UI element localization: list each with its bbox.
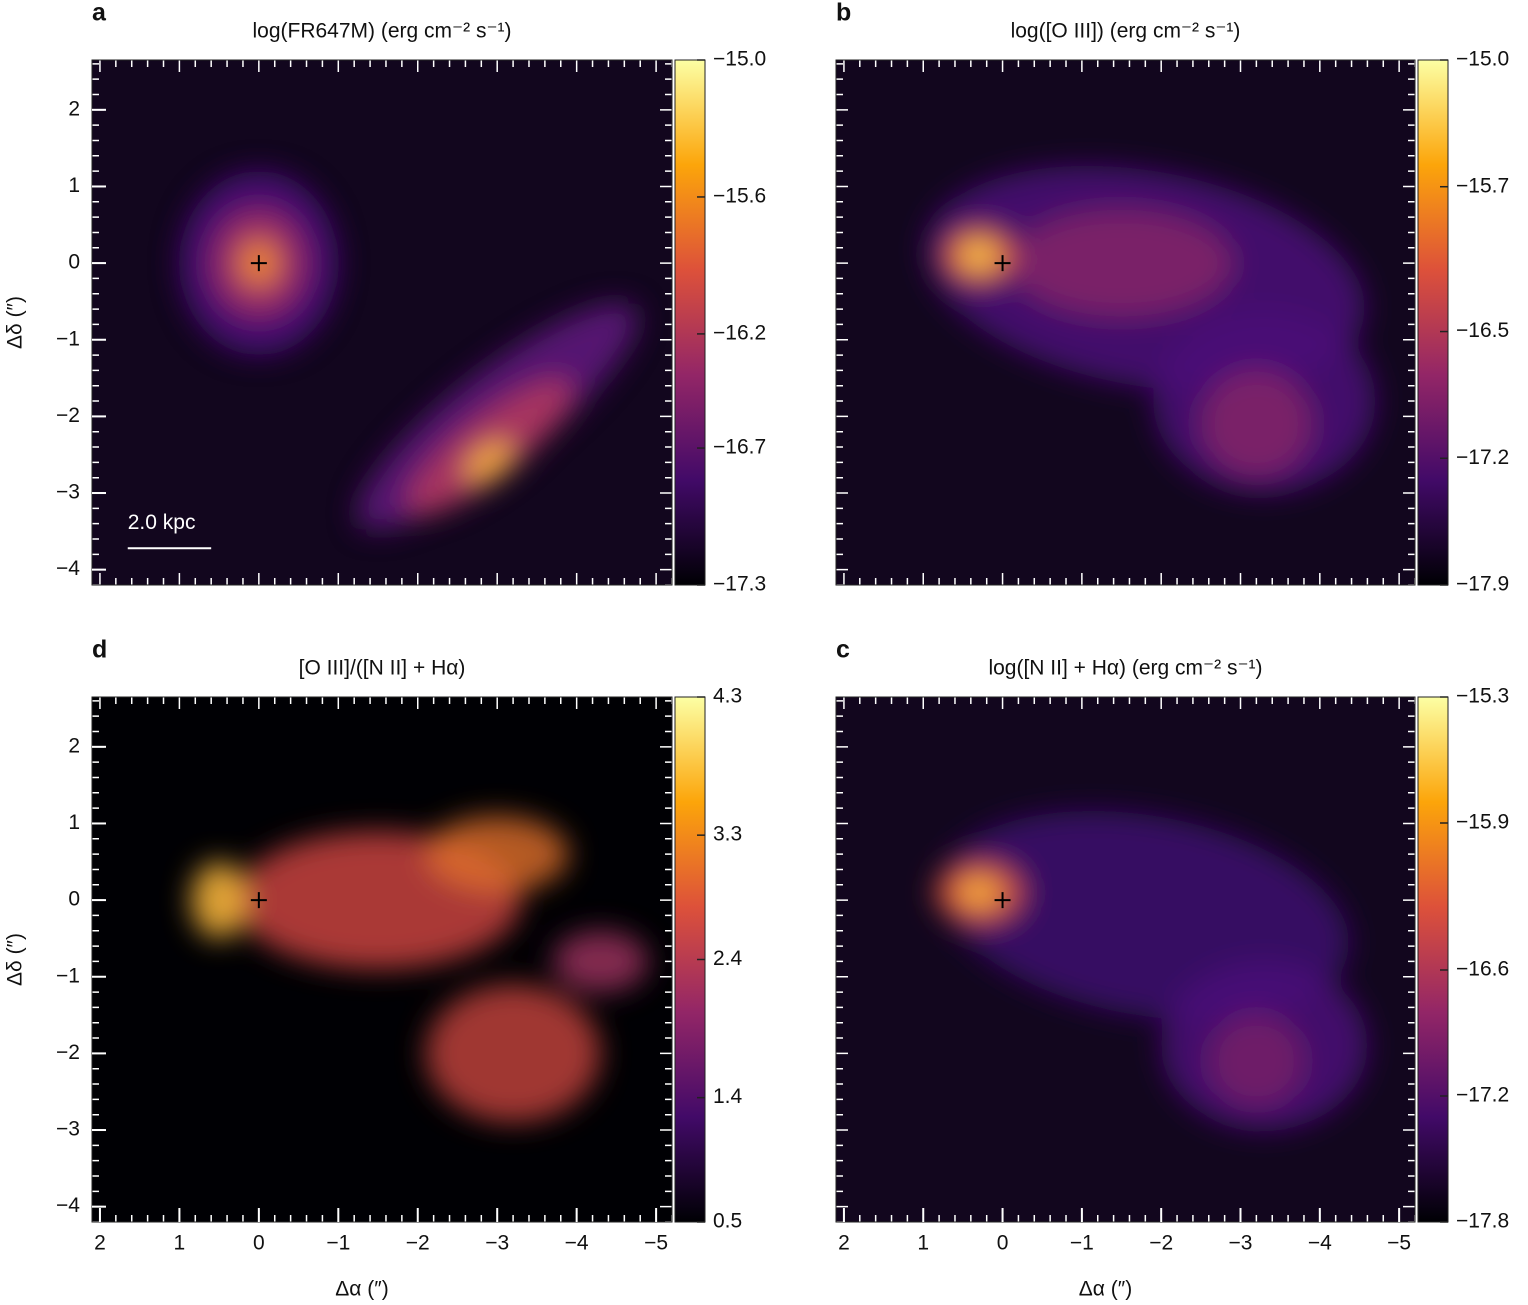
x-tick-label: −4 xyxy=(565,1232,589,1255)
y-tick-label: −3 xyxy=(56,481,80,504)
panel: a log(FR647M) (erg cm⁻² s⁻¹) 2 1 0 −1 −2 −3 −4 Δδ… xyxy=(4,0,767,596)
emission xyxy=(958,878,999,907)
y-axis-label: Δδ (″) xyxy=(4,933,27,986)
emission xyxy=(1010,209,1233,317)
panel-label: a xyxy=(92,0,107,27)
y-tick-label: 1 xyxy=(68,174,80,197)
colorbar-tick-label: 3.3 xyxy=(713,823,742,846)
panel-title: log([O III]) (erg cm⁻² s⁻¹) xyxy=(1011,20,1241,43)
colorbar-tick-label: −15.7 xyxy=(1456,174,1509,197)
x-tick-label: −2 xyxy=(1149,1232,1173,1255)
y-tick-label: 0 xyxy=(68,888,80,911)
colorbar-tick-label: 1.4 xyxy=(713,1085,743,1108)
panel-title: [O III]/([N II] + Hα) xyxy=(299,657,466,680)
y-tick-label: 2 xyxy=(68,97,80,120)
colorbar-tick-label: −16.5 xyxy=(1456,319,1509,342)
image-content xyxy=(191,815,649,1123)
center-cross xyxy=(250,255,267,272)
emission xyxy=(425,815,569,893)
colorbar-tick-label: 0.5 xyxy=(713,1210,742,1233)
colorbar-tick-label: −15.3 xyxy=(1456,685,1509,708)
colorbar-tick-label: −15.0 xyxy=(713,48,766,71)
center-cross xyxy=(994,255,1011,272)
x-tick-label: 2 xyxy=(94,1232,106,1255)
image-content xyxy=(925,165,1376,494)
x-tick-label: −4 xyxy=(1308,1232,1332,1255)
colorbar xyxy=(1417,59,1449,586)
colorbar xyxy=(674,59,706,586)
y-tick-label: −4 xyxy=(56,557,80,580)
emission xyxy=(1200,370,1312,478)
colorbar-tick-label: −17.3 xyxy=(713,573,766,596)
x-axis-label: Δα (″) xyxy=(335,1278,388,1301)
x-tick-label: −1 xyxy=(326,1232,350,1255)
panel-title: log(FR647M) (erg cm⁻² s⁻¹) xyxy=(252,20,511,43)
colorbar-tick-label: −15.9 xyxy=(1456,811,1509,834)
x-tick-label: 0 xyxy=(997,1232,1009,1255)
y-tick-label: −4 xyxy=(56,1194,80,1217)
frame xyxy=(835,696,1416,1223)
panel-label: c xyxy=(836,636,850,664)
y-tick-label: 2 xyxy=(68,734,80,757)
colorbar-tick-label: −17.9 xyxy=(1456,573,1509,596)
emission xyxy=(552,930,649,993)
colorbar-tick-label: −17.2 xyxy=(1456,446,1509,469)
x-tick-label: 2 xyxy=(838,1232,850,1255)
colorbar-tick-label: 4.3 xyxy=(713,685,742,708)
x-tick-label: 1 xyxy=(917,1232,929,1255)
colorbar xyxy=(1417,696,1449,1223)
y-tick-label: −3 xyxy=(56,1118,80,1141)
scale-bar-label: 2.0 kpc xyxy=(128,511,196,534)
y-axis-label: Δδ (″) xyxy=(4,296,27,349)
x-tick-label: 1 xyxy=(174,1232,186,1255)
x-tick-label: −2 xyxy=(406,1232,430,1255)
colorbar-tick-label: 2.4 xyxy=(713,947,743,970)
y-tick-label: 0 xyxy=(68,251,80,274)
panel: d [O III]/([N II] + Hα) 2 1 0 −1 −2 −3 −4 −5 2 1 0 −1… xyxy=(4,636,743,1301)
colorbar-tick-label: −16.2 xyxy=(713,321,766,344)
colorbar-tick-label: −17.2 xyxy=(1456,1084,1509,1107)
panel-label: d xyxy=(92,636,107,664)
x-tick-label: −5 xyxy=(1387,1232,1411,1255)
emission xyxy=(465,441,514,484)
panel: c log([N II] + Hα) (erg cm⁻² s⁻¹) 2 1 0 −1 −2 −… xyxy=(835,636,1509,1301)
emission xyxy=(191,861,247,939)
image-content xyxy=(935,810,1368,1131)
x-axis-label: Δα (″) xyxy=(1079,1278,1132,1301)
colorbar-tick-label: −15.0 xyxy=(1456,48,1509,71)
emission xyxy=(425,984,601,1123)
colorbar-tick-label: −17.8 xyxy=(1456,1210,1509,1233)
frame xyxy=(91,59,673,586)
emission xyxy=(962,241,995,270)
y-tick-label: −2 xyxy=(56,1041,80,1064)
x-tick-label: 0 xyxy=(253,1232,265,1255)
center-cross xyxy=(994,892,1011,909)
x-tick-label: −5 xyxy=(644,1232,668,1255)
frame xyxy=(835,59,1416,586)
panel-title: log([N II] + Hα) (erg cm⁻² s⁻¹) xyxy=(988,657,1262,680)
panel: b log([O III]) (erg cm⁻² s⁻¹) −15.0 −15.7 −1… xyxy=(835,0,1509,596)
x-tick-label: −3 xyxy=(485,1232,509,1255)
x-tick-label: −1 xyxy=(1070,1232,1094,1255)
y-tick-label: −1 xyxy=(56,964,80,987)
center-cross xyxy=(250,892,267,909)
panel-label: b xyxy=(836,0,851,27)
frame xyxy=(91,696,673,1223)
colorbar-tick-label: −15.6 xyxy=(713,185,766,208)
y-tick-label: −2 xyxy=(56,404,80,427)
x-tick-label: −3 xyxy=(1229,1232,1253,1255)
colorbar-tick-label: −16.6 xyxy=(1456,958,1509,981)
colorbar-tick-label: −16.7 xyxy=(713,436,766,459)
y-tick-label: 1 xyxy=(68,811,80,834)
y-tick-label: −1 xyxy=(56,327,80,350)
emission xyxy=(1208,1015,1304,1108)
